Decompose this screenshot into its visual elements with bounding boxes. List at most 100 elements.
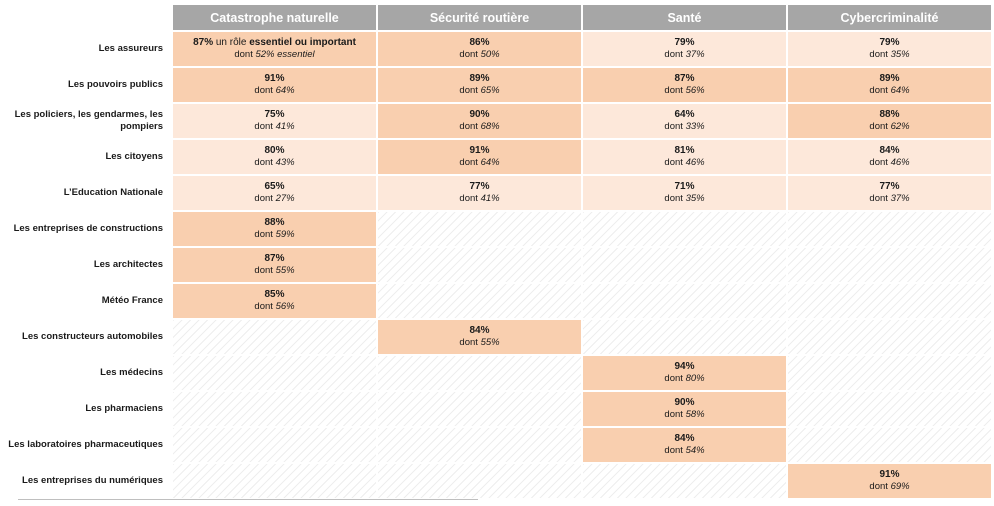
sub-value: 41%: [480, 193, 500, 205]
sub-value: 54%: [685, 445, 705, 457]
sub-prefix: dont: [459, 49, 481, 61]
row-label: Les pharmaciens: [85, 403, 163, 415]
value-cell: 84% dont 55%: [378, 320, 581, 354]
sub-line: dont 64%: [869, 85, 909, 97]
sub-line: dont 58%: [664, 409, 704, 421]
value-cell: 80% dont 43%: [173, 140, 376, 174]
main-line: 75%: [264, 109, 284, 122]
value-cell: 65% dont 27%: [173, 176, 376, 210]
sub-value: 55%: [480, 337, 500, 349]
cell-note: un rôle: [213, 36, 250, 48]
empty-cell: [788, 248, 991, 282]
sub-line: dont 54%: [664, 445, 704, 457]
sub-prefix: dont: [869, 121, 891, 133]
row-label: Météo France: [101, 295, 163, 307]
main-line: 89%: [469, 73, 489, 86]
empty-cell: [378, 428, 581, 462]
sub-line: dont 68%: [459, 121, 499, 133]
value-cell: 87% dont 55%: [173, 248, 376, 282]
value-cell: 91% dont 69%: [788, 464, 991, 498]
main-line: 91%: [469, 145, 489, 158]
sub-value: 37%: [890, 193, 910, 205]
value-cell: 79% dont 35%: [788, 32, 991, 66]
sub-prefix: dont: [664, 121, 686, 133]
sub-value: 62%: [890, 121, 910, 133]
sub-prefix: dont: [664, 409, 686, 421]
sub-value: 64%: [890, 85, 910, 97]
empty-cell: [788, 428, 991, 462]
empty-cell: [788, 320, 991, 354]
empty-cell: [583, 284, 786, 318]
sub-line: dont 64%: [459, 157, 499, 169]
main-line: 89%: [879, 73, 899, 86]
sub-prefix: dont: [869, 157, 891, 169]
main-line: 84%: [469, 325, 489, 338]
sub-prefix: dont: [869, 49, 891, 61]
empty-cell: [788, 356, 991, 390]
sub-line: dont 55%: [459, 337, 499, 349]
sub-line: dont 50%: [459, 49, 499, 61]
value-cell: 77% dont 37%: [788, 176, 991, 210]
percentage-value: 65%: [264, 180, 285, 192]
sub-value: 55%: [275, 265, 295, 277]
percentage-value: 88%: [264, 216, 285, 228]
row-label: Les assureurs: [98, 43, 163, 55]
sub-value: 41%: [275, 121, 295, 133]
empty-cell: [173, 356, 376, 390]
sub-prefix: dont: [869, 193, 891, 205]
sub-value: 46%: [890, 157, 910, 169]
sub-prefix: dont: [664, 445, 686, 457]
sub-line: dont 33%: [664, 121, 704, 133]
percentage-value: 77%: [879, 180, 900, 192]
sub-value: 64%: [480, 157, 500, 169]
row-label: Les policiers, les gendarmes, les pompie…: [14, 109, 163, 132]
percentage-value: 75%: [264, 108, 285, 120]
main-line: 64%: [674, 109, 694, 122]
sub-value: 35%: [685, 193, 705, 205]
value-cell: 91% dont 64%: [378, 140, 581, 174]
sub-value: 58%: [685, 409, 705, 421]
main-line: 65%: [264, 181, 284, 194]
sub-value: 50%: [480, 49, 500, 61]
sub-value: 33%: [685, 121, 705, 133]
column-header: Sécurité routière: [378, 5, 581, 30]
sub-line: dont 41%: [254, 121, 294, 133]
value-cell: 84% dont 54%: [583, 428, 786, 462]
value-cell: 81% dont 46%: [583, 140, 786, 174]
percentage-value: 84%: [674, 432, 695, 444]
value-cell: 87% un rôle essentiel ou important dont 5…: [173, 32, 376, 66]
percentage-value: 77%: [469, 180, 490, 192]
empty-cell: [173, 428, 376, 462]
main-line: 90%: [469, 109, 489, 122]
percentage-value: 80%: [264, 144, 285, 156]
value-cell: 90% dont 58%: [583, 392, 786, 426]
percentage-value: 89%: [879, 72, 900, 84]
value-cell: 71% dont 35%: [583, 176, 786, 210]
percentage-value: 81%: [674, 144, 695, 156]
sub-value: 69%: [890, 481, 910, 493]
percentage-value: 85%: [264, 288, 285, 300]
empty-cell: [583, 464, 786, 498]
sub-prefix: dont: [254, 301, 276, 313]
sub-line: dont 56%: [664, 85, 704, 97]
main-line: 81%: [674, 145, 694, 158]
sub-line: dont 37%: [664, 49, 704, 61]
percentage-value: 94%: [674, 360, 695, 372]
main-line: 85%: [264, 289, 284, 302]
sub-prefix: dont: [234, 49, 256, 61]
empty-cell: [583, 212, 786, 246]
empty-cell: [788, 212, 991, 246]
main-line: 77%: [879, 181, 899, 194]
sub-prefix: dont: [459, 85, 481, 97]
sub-line: dont 35%: [664, 193, 704, 205]
percentage-value: 91%: [879, 468, 900, 480]
main-line: 79%: [879, 37, 899, 50]
main-line: 84%: [674, 433, 694, 446]
sub-prefix: dont: [664, 85, 686, 97]
row-label: Les architectes: [93, 259, 163, 271]
sub-line: dont 64%: [254, 85, 294, 97]
sub-value: 37%: [685, 49, 705, 61]
sub-value: 80%: [685, 373, 705, 385]
sub-line: dont 69%: [869, 481, 909, 493]
sub-prefix: dont: [459, 121, 481, 133]
